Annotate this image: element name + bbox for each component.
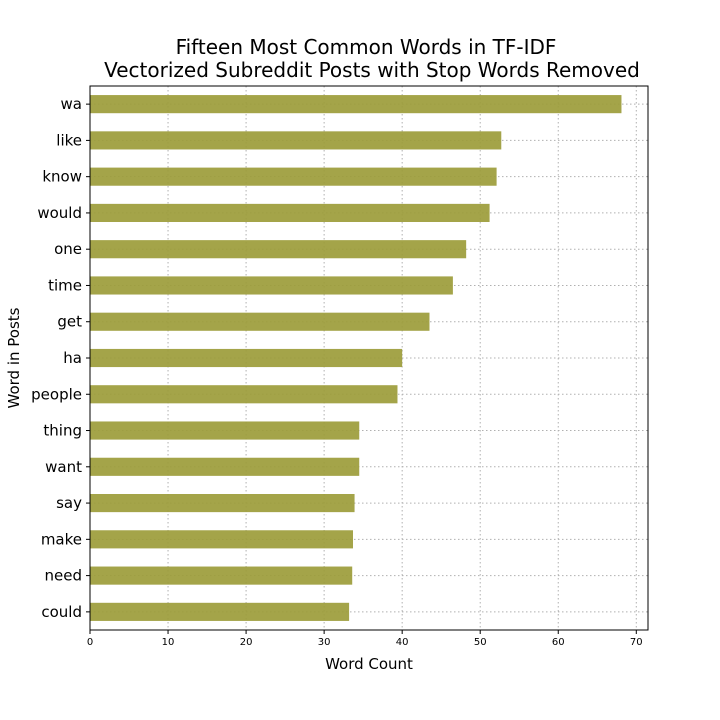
y-tick-label: want [45,458,82,476]
y-tick-label: people [31,385,82,403]
y-tick-labels: wa like know would one time get ha people thing wa… [31,95,90,621]
bar-could [90,602,350,621]
y-tick-label: say [56,494,82,512]
x-tick-label: 20 [240,637,253,648]
y-tick-label: make [41,530,82,548]
bar-like [90,131,502,150]
x-tick-label: 70 [630,637,643,648]
y-tick-label: thing [43,422,82,440]
y-axis-label: Word in Posts [5,307,23,408]
bar-thing [90,421,360,440]
y-tick-label: know [42,168,82,186]
y-tick-label: would [37,204,82,222]
x-tick-label: 0 [87,637,93,648]
y-tick-label: get [57,313,82,331]
y-tick-label: could [41,603,82,621]
y-tick-label: wa [61,95,82,113]
x-tick-label: 40 [396,637,409,648]
x-tick-label: 60 [552,637,565,648]
x-tick-label: 50 [474,637,487,648]
bar-people [90,385,398,404]
bars [90,95,622,621]
bar-one [90,240,467,259]
bar-know [90,167,497,186]
bar-need [90,566,353,585]
bar-would [90,203,490,222]
bar-make [90,530,354,549]
x-tick-label: 10 [162,637,175,648]
chart-title-line-1: Fifteen Most Common Words in TF-IDF [176,35,557,59]
x-tick-label: 30 [318,637,331,648]
bar-wa [90,95,622,114]
y-tick-label: time [48,276,82,294]
bar-say [90,494,355,513]
bar-time [90,276,453,295]
x-tick-labels: 0 10 20 30 40 50 60 70 [87,630,643,648]
chart-title-line-2: Vectorized Subreddit Posts with Stop Wor… [104,58,640,82]
y-tick-label: one [54,240,82,258]
y-tick-label: need [45,567,83,585]
bar-want [90,457,360,476]
bar-ha [90,348,403,368]
y-tick-label: ha [63,349,82,367]
x-axis-label: Word Count [325,655,413,673]
bar-get [90,312,430,331]
y-tick-label: like [56,131,82,149]
